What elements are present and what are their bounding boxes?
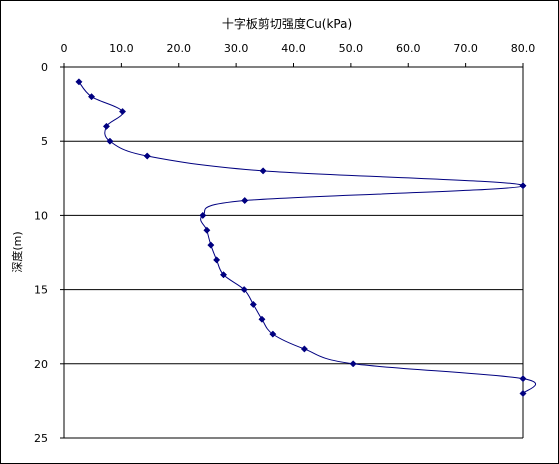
y-axis-tick-labels: 0 5 10 15 20 25: [34, 61, 48, 445]
y-tick-label: 10: [34, 209, 48, 222]
data-point-diamond: [213, 256, 221, 264]
data-point-diamond: [300, 345, 308, 353]
x-tick-label: 30.0: [224, 42, 249, 55]
data-point-diamond: [249, 300, 257, 308]
data-point-diamond: [106, 137, 114, 145]
series-layer: [75, 78, 536, 398]
x-tick-label: 50.0: [339, 42, 364, 55]
x-tick-label: 60.0: [396, 42, 421, 55]
x-tick-label: 80.0: [511, 42, 536, 55]
data-point-diamond: [259, 167, 267, 175]
chart-title: 十字板剪切强度Cu(kPa): [222, 16, 352, 31]
y-tick-label: 15: [34, 284, 48, 297]
data-point-diamond: [519, 182, 527, 190]
data-point-diamond: [207, 241, 215, 249]
data-point-diamond: [199, 211, 207, 219]
y-tick-label: 0: [41, 61, 48, 74]
y-tick-label: 25: [34, 432, 48, 445]
data-point-diamond: [203, 226, 211, 234]
data-point-diamond: [75, 78, 83, 86]
data-point-diamond: [143, 152, 151, 160]
data-point-diamond: [102, 122, 111, 130]
x-tick-label: 40.0: [281, 42, 306, 55]
data-point-diamond: [219, 271, 228, 279]
x-axis-tick-labels: 0 10.0 20.0 30.0 40.0 50.0 60.0 70.0 80.0: [61, 42, 536, 55]
data-point-diamond: [519, 375, 527, 383]
data-point-diamond: [240, 286, 248, 294]
x-tick-label: 0: [61, 42, 68, 55]
data-point-diamond: [269, 330, 277, 338]
data-point-diamond: [519, 389, 527, 398]
y-tick-label: 20: [34, 358, 48, 371]
data-point-diamond: [258, 315, 266, 323]
data-point-diamond: [118, 107, 127, 116]
series-line: [78, 81, 536, 394]
axes: [60, 63, 524, 439]
x-tick-label: 70.0: [453, 42, 478, 55]
data-point-diamond: [241, 197, 249, 205]
data-point-diamond: [349, 360, 357, 368]
x-tick-label: 10.0: [109, 42, 134, 55]
gridlines: [64, 140, 523, 439]
y-axis-label: 深度(m): [10, 231, 24, 272]
x-tick-label: 20.0: [167, 42, 192, 55]
y-tick-label: 5: [41, 135, 48, 148]
data-point-diamond: [87, 93, 96, 101]
